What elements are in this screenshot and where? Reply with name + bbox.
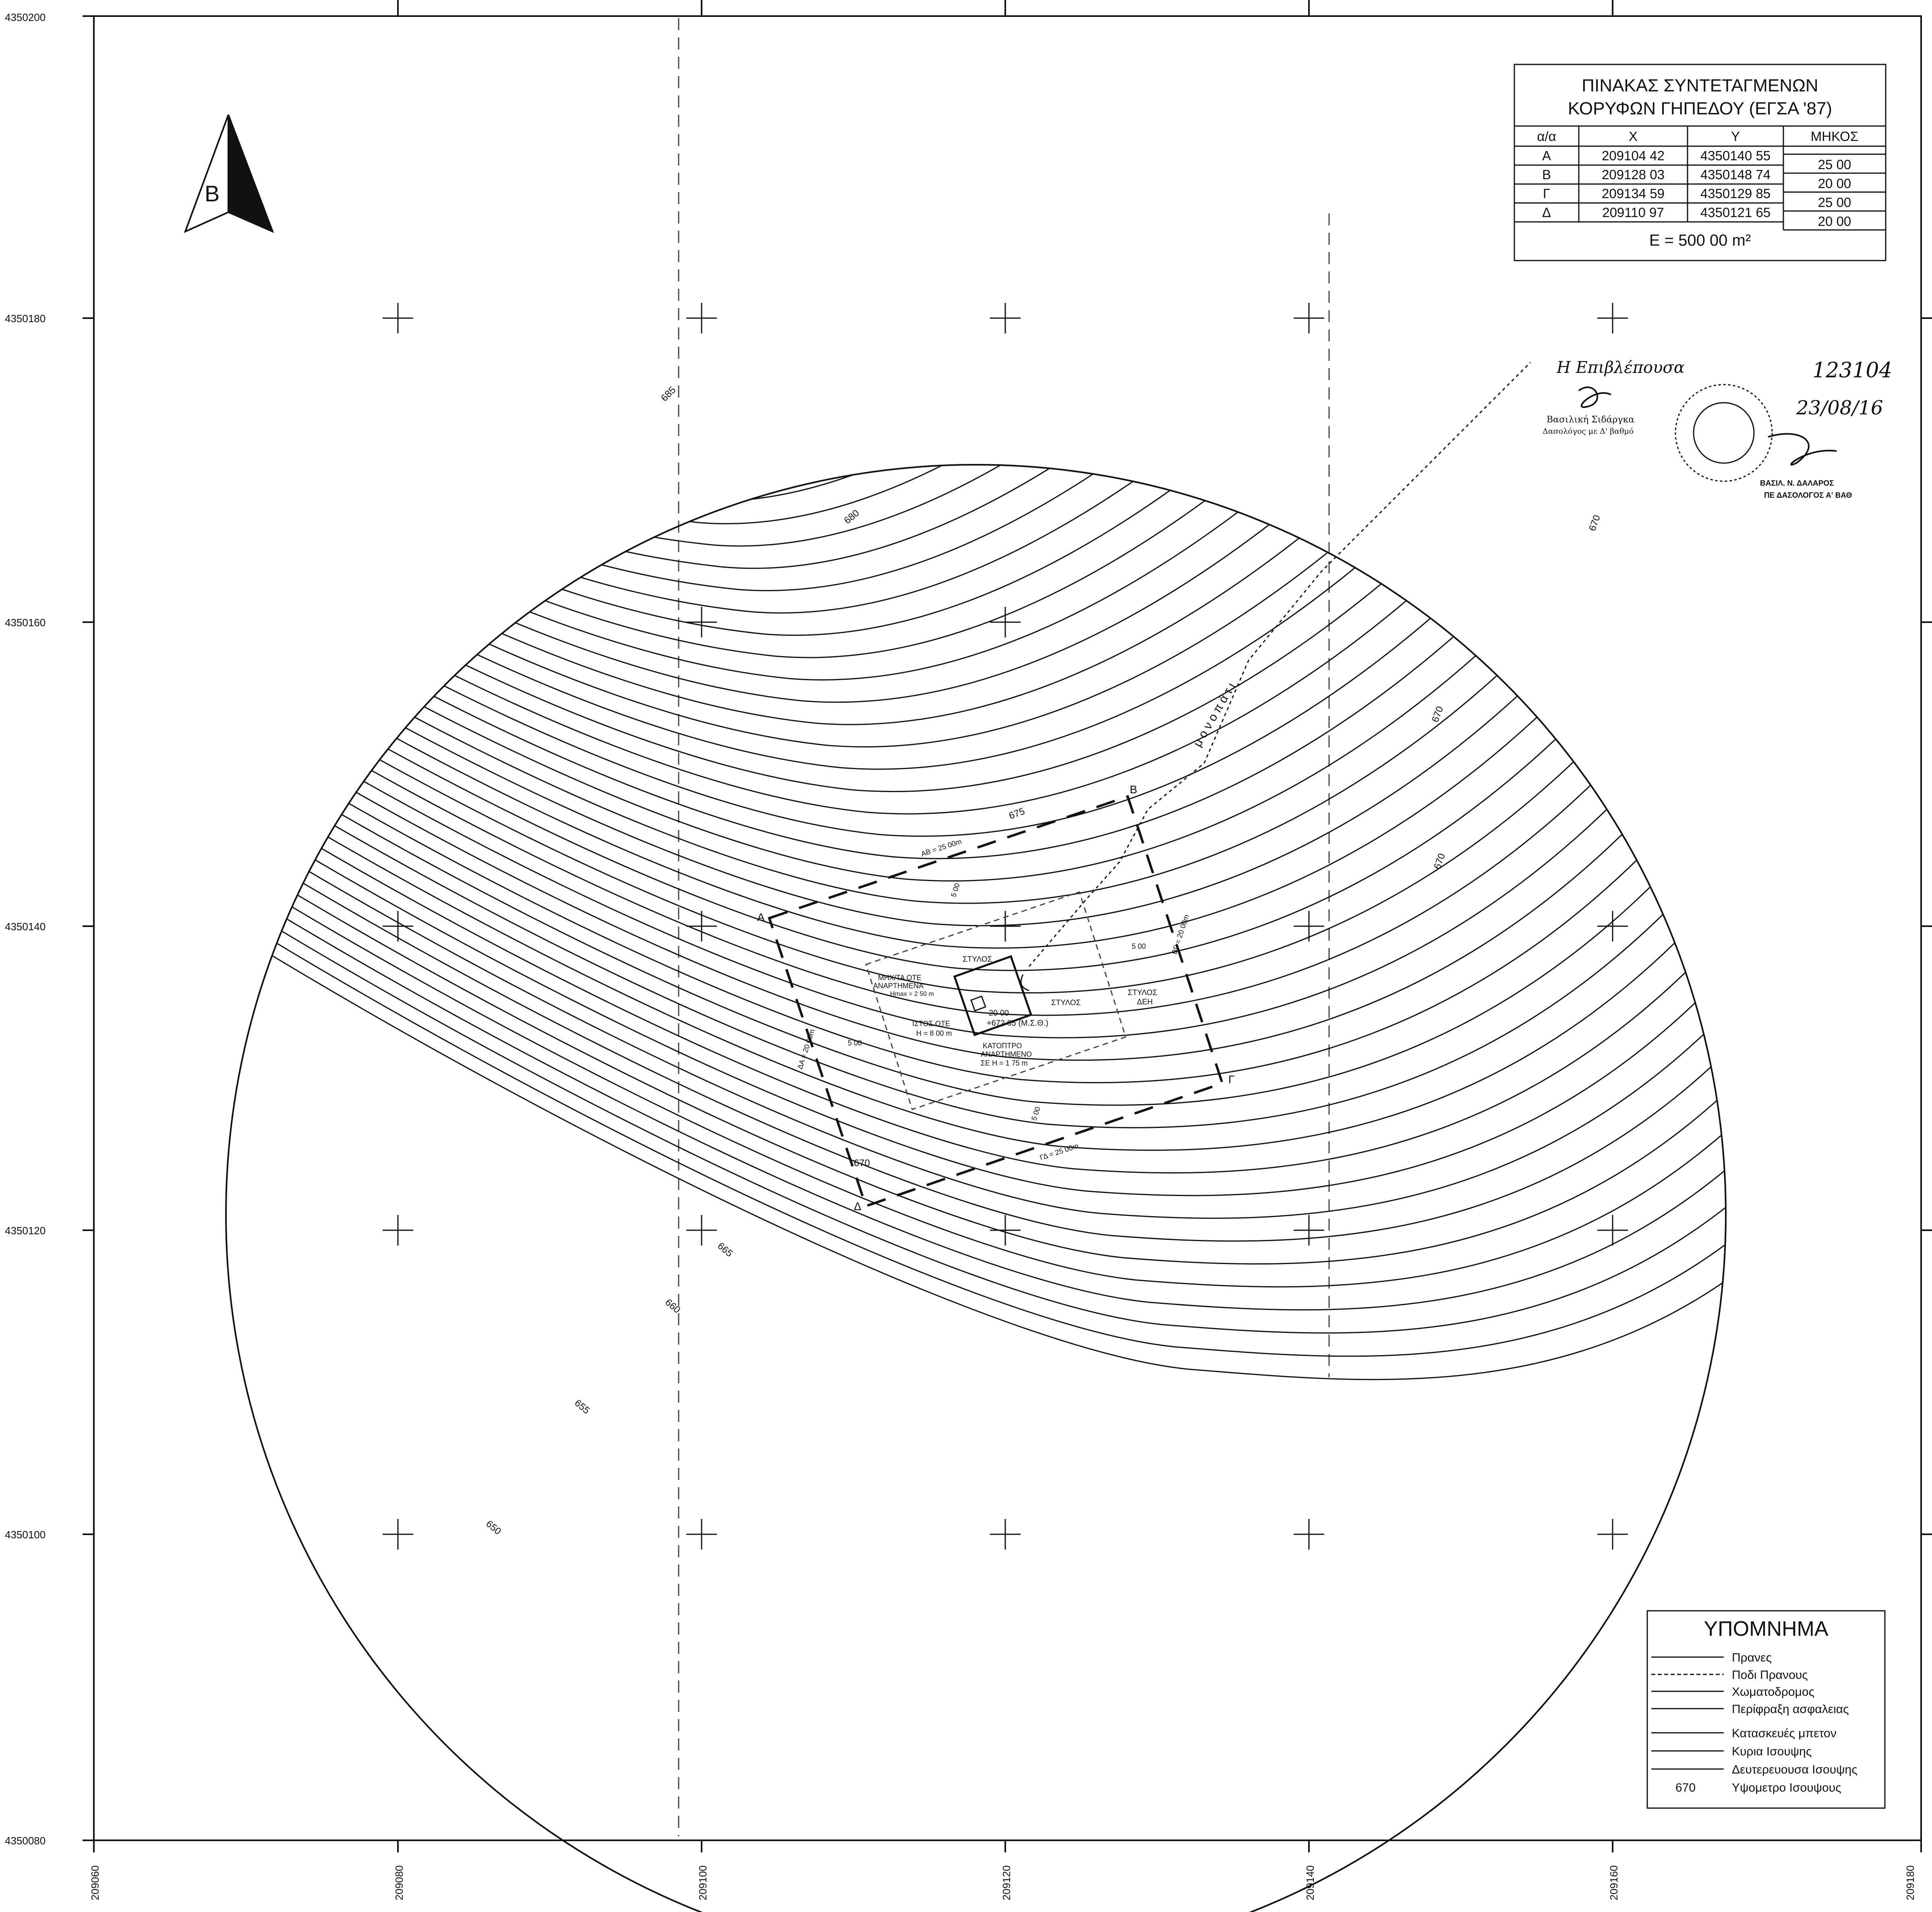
contour-line — [226, 465, 1543, 904]
contour-line — [226, 465, 1299, 480]
contour-line — [226, 561, 1620, 1039]
contour-line — [0, 0, 1208, 323]
site-parcel — [768, 362, 1531, 1208]
contour-line — [226, 642, 1684, 1151]
contour-lines — [0, 0, 1726, 1380]
contour-line — [226, 528, 1594, 994]
map-circle — [225, 464, 1727, 1912]
signature-stamp — [1578, 384, 1837, 482]
contour-line — [226, 805, 1726, 1380]
contour-line — [226, 465, 1312, 502]
contour-line — [226, 788, 1726, 1357]
contour-line — [226, 465, 1414, 681]
contour-line — [226, 465, 1325, 524]
contour-line — [226, 465, 1376, 614]
contour-line — [0, 2, 1247, 390]
grid-crosses — [383, 303, 1628, 1550]
contour-line — [226, 707, 1726, 1242]
contour-line — [226, 577, 1633, 1061]
contour-line — [226, 740, 1726, 1288]
contour-line — [226, 465, 1427, 703]
contour-line — [226, 756, 1726, 1311]
frame-ticks — [83, 0, 1932, 1852]
contour-line — [226, 691, 1723, 1219]
contour-line — [226, 495, 1569, 949]
contour-line — [226, 772, 1726, 1334]
contour-line — [226, 465, 1389, 636]
north-arrow-icon — [184, 114, 274, 233]
contour-line — [226, 609, 1659, 1106]
contour-line — [226, 465, 1402, 658]
contour-line — [226, 593, 1646, 1083]
contour-line — [226, 465, 1363, 592]
contour-line — [226, 465, 1518, 859]
contour-line — [226, 479, 1556, 927]
contour-line — [0, 0, 1221, 345]
contour-line — [226, 465, 1350, 569]
contour-line — [226, 465, 1440, 725]
contour-line — [0, 84, 1285, 457]
coordinate-table-frame — [1514, 64, 1886, 261]
contour-line — [0, 0, 1234, 368]
contour-line — [226, 675, 1710, 1196]
contour-line — [226, 723, 1726, 1265]
contour-line — [0, 56, 1273, 435]
contour-line — [226, 465, 1338, 547]
map-frame — [93, 15, 1922, 1841]
contour-line — [226, 465, 1530, 882]
dashed-guides — [678, 18, 1330, 1836]
contour-line — [226, 544, 1607, 1016]
legend-frame — [1646, 1610, 1886, 1809]
contour-line — [226, 465, 1479, 793]
